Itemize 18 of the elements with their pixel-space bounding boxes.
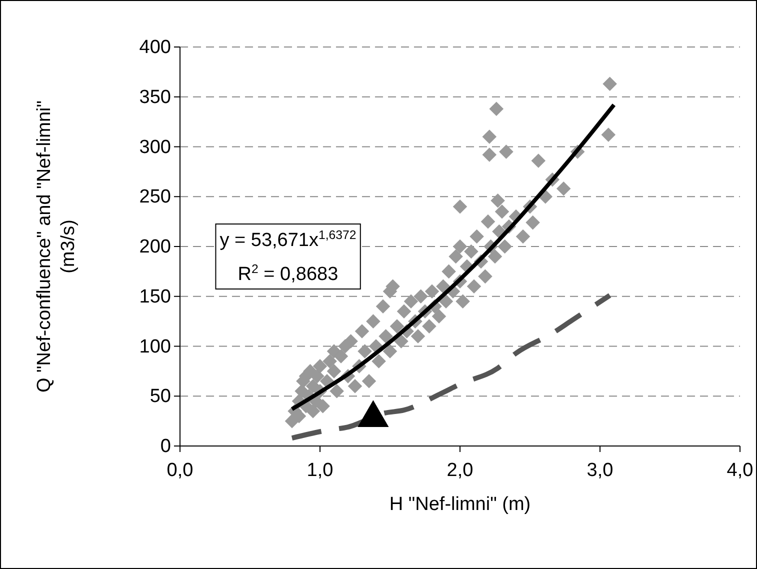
y-tick-label: 300 [139,136,171,158]
y-tick-label: 50 [150,386,171,408]
annotation: y = 53,671x$^{1,6372}$ [220,228,356,251]
x-tick-label: 1,0 [306,460,334,481]
x-tick-label: 0,0 [166,460,194,481]
y-tick-label: 200 [139,236,171,258]
annotation: R$^{2}$ = 0,8683 [238,262,338,285]
x-tick-label: 4,0 [726,460,754,481]
y-tick-label: 100 [139,336,171,358]
y-tick-label: 400 [139,37,171,58]
y-tick-label: 250 [139,186,171,208]
x-tick-label: 2,0 [446,460,474,481]
y-tick-label: 350 [139,86,171,108]
y-axis-title: Q "Nef-confluence" and "Nef-limni" (m3/s) [34,100,79,393]
x-tick-label: 3,0 [586,460,614,481]
y-tick-label: 150 [139,286,171,308]
y-tick-label: 0 [160,436,171,458]
x-axis-title: H "Nef-limni" (m) [389,494,531,515]
